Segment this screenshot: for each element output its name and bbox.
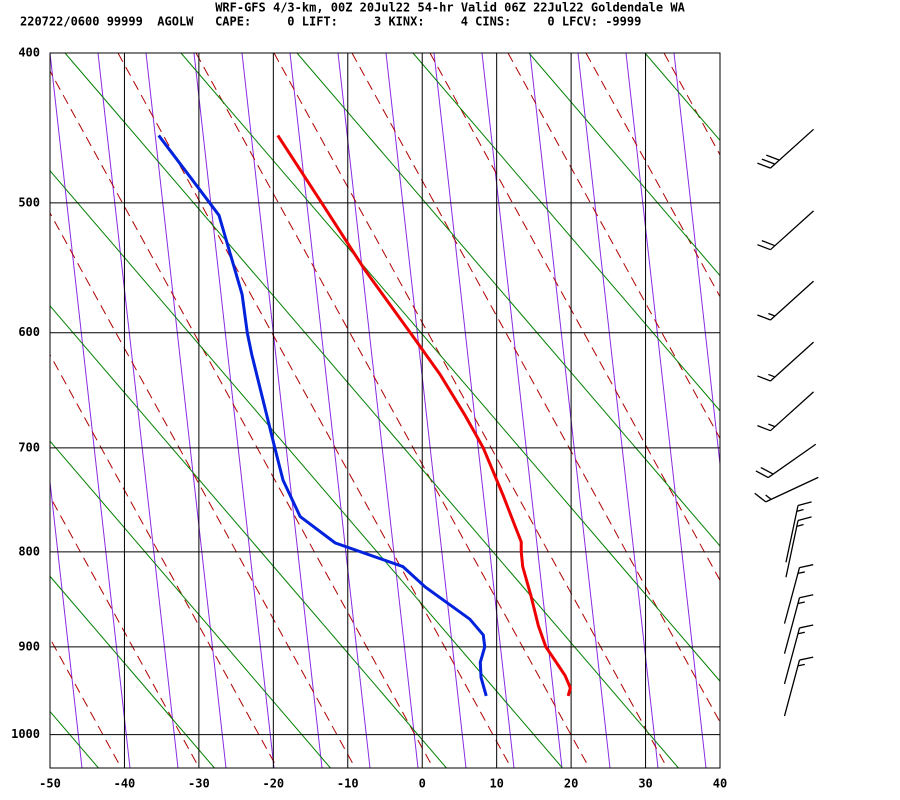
background-line: [273, 53, 668, 768]
x-tick-label: -20: [262, 777, 284, 791]
background-line: [289, 53, 371, 768]
plot-frame: [49, 52, 721, 769]
y-tick-label: 400: [18, 46, 40, 60]
background-line: [337, 53, 419, 768]
chart-title: WRF-GFS 4/3-km, 00Z 20Jul22 54-hr Valid …: [215, 1, 685, 15]
background-line: [50, 637, 122, 768]
y-tick-label: 600: [18, 325, 40, 339]
background-line: [585, 53, 720, 298]
x-tick-label: 0: [419, 777, 426, 791]
wind-barb: [755, 443, 817, 479]
background-line: [820, 53, 900, 768]
x-tick-label: -30: [188, 777, 210, 791]
wind-barb: [757, 210, 814, 251]
background-line: [50, 440, 331, 768]
background-line: [145, 53, 227, 768]
background-line: [0, 53, 34, 768]
background-line: [429, 53, 720, 582]
background-line: [577, 53, 659, 768]
wind-barb: [783, 656, 814, 717]
background-line: [50, 575, 215, 768]
background-line: [625, 53, 707, 768]
background-line: [433, 53, 515, 768]
y-tick-label: 800: [18, 544, 40, 558]
x-tick-label: 10: [489, 777, 503, 791]
background-line: [673, 53, 720, 469]
y-tick-label: 500: [18, 195, 40, 209]
y-tick-label: 1000: [11, 727, 40, 741]
background-line: [50, 495, 200, 768]
wind-barb: [757, 128, 814, 169]
wind-barb: [785, 501, 812, 563]
background-line: [50, 211, 356, 768]
x-tick-label: 30: [638, 777, 652, 791]
x-tick-label: 40: [713, 777, 727, 791]
background-line: [195, 53, 590, 768]
background-line: [663, 53, 720, 156]
wind-barb: [783, 624, 814, 685]
background-line: [412, 53, 720, 412]
background-line: [351, 53, 720, 724]
background-line: [722, 53, 802, 768]
background-line: [644, 53, 720, 142]
background-line: [50, 477, 83, 768]
background-line: [97, 53, 179, 768]
background-line: [50, 70, 434, 768]
background-line: [481, 53, 563, 768]
wind-barb: [754, 476, 819, 503]
background-line: [770, 53, 850, 768]
background-line: [0, 53, 43, 768]
background-line: [193, 53, 275, 768]
chart-subtitle: 220722/0600 99999 AGOLW CAPE: 0 LIFT: 3 …: [20, 15, 641, 29]
profile-line: [157, 134, 488, 697]
background-line: [50, 53, 131, 768]
background-line: [385, 53, 467, 768]
background-line: [529, 53, 611, 768]
wind-barb: [757, 341, 814, 382]
x-tick-label: 20: [564, 777, 578, 791]
background-line: [50, 305, 447, 768]
wind-barb: [783, 564, 814, 624]
background-line: [296, 53, 720, 547]
background-line: [64, 53, 679, 768]
background-line: [50, 353, 278, 768]
y-tick-label: 700: [18, 440, 40, 454]
background-line: [50, 710, 99, 768]
profile-line: [276, 134, 572, 697]
wind-barb: [757, 391, 814, 432]
x-tick-label: -10: [337, 777, 359, 791]
background-line: [528, 53, 720, 277]
background-line: [761, 53, 900, 768]
background-lines: [0, 53, 900, 768]
wind-barb: [783, 594, 814, 654]
y-tick-label: 900: [18, 639, 40, 653]
background-line: [241, 53, 323, 768]
background-line: [180, 53, 720, 682]
x-tick-label: -50: [39, 777, 61, 791]
background-line: [507, 53, 720, 440]
background-line: [117, 53, 512, 768]
wind-barb: [785, 516, 812, 578]
background-line: [877, 53, 900, 768]
x-tick-label: -40: [114, 777, 136, 791]
wind-barb: [757, 280, 814, 321]
background-line: [50, 169, 563, 768]
